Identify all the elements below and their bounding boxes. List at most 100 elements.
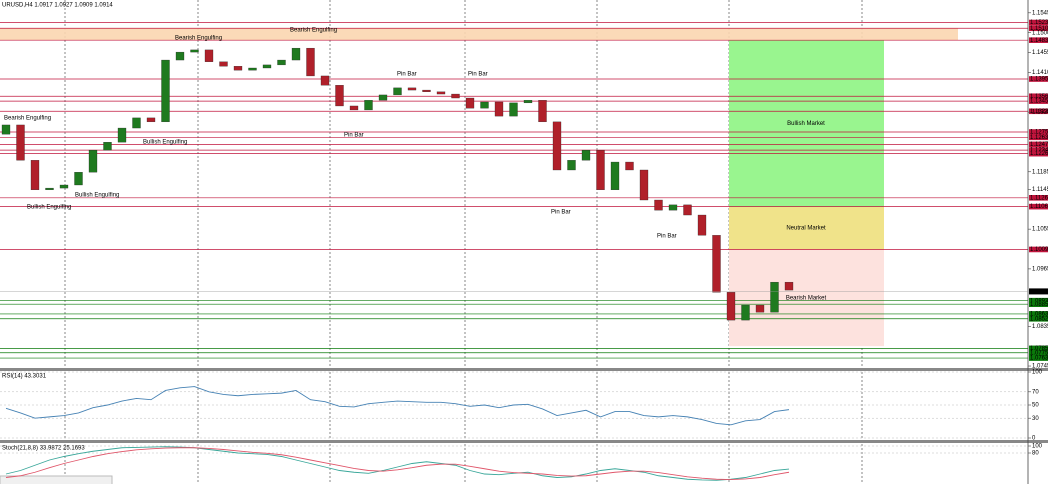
level-tag: [1029, 150, 1048, 157]
y-tick-label: 70: [1032, 389, 1039, 395]
level-tag: [1029, 141, 1048, 148]
resistance-band: [0, 28, 958, 41]
level-label: 1.1126: [1030, 195, 1048, 201]
candle-body: [262, 64, 272, 69]
y-tick-label: 1.1145: [1032, 187, 1048, 193]
level-label: 1.1226: [1030, 151, 1048, 157]
level-label: 1.1345: [1030, 99, 1048, 105]
last-price-label: 1.0914: [1030, 289, 1048, 295]
candle-body: [45, 187, 54, 191]
level-tag: [1029, 147, 1048, 153]
main-panel: Bullish Market Neutral Market Bearish Mark…: [0, 19, 1048, 362]
level-tag: [1029, 311, 1048, 317]
level-label: 1.1322: [1030, 109, 1048, 115]
level-label: 1.1510: [1030, 26, 1048, 32]
candle-body: [726, 292, 736, 321]
candle-body: [509, 102, 518, 117]
pattern-label: Pin Bar: [657, 234, 677, 240]
level-label: 1.1395: [1030, 77, 1048, 83]
level-label: 1.0863: [1030, 312, 1048, 318]
candle-body: [451, 93, 460, 99]
candle-body: [581, 149, 591, 161]
candle-body: [103, 142, 112, 151]
pattern-label: Pin Bar: [344, 133, 364, 139]
candle-body: [393, 87, 402, 96]
candle-body: [320, 75, 330, 86]
candle-body: [30, 160, 40, 191]
zone: [729, 40, 884, 207]
candle-body: [567, 160, 576, 171]
candle-body: [552, 121, 562, 171]
y-tick-label: 1.0965: [1032, 266, 1048, 272]
candle-body: [712, 235, 721, 293]
panel-separator: [0, 440, 1048, 443]
candle-body: [161, 59, 170, 123]
level-label: 1.1106: [1030, 204, 1048, 210]
level-label: 1.1275: [1030, 130, 1048, 136]
pattern-label: Pin Bar: [397, 72, 417, 78]
candle-body: [175, 51, 185, 61]
pattern-label: Bearish Engulfing: [175, 36, 222, 42]
candle-body: [596, 149, 605, 191]
candle-body: [538, 100, 547, 123]
level-tag: [1029, 76, 1048, 82]
candle-body: [436, 91, 446, 95]
stoch-title: Stoch(21,8,8) 33.9872 25.1693: [2, 446, 85, 452]
y-tick-label: 1.0835: [1032, 324, 1048, 330]
level-tag: [1029, 19, 1048, 26]
candle-body: [132, 117, 141, 129]
level-label: 1.1356: [1030, 94, 1048, 100]
candle-body: [422, 89, 431, 92]
y-tick-label: 1.1500: [1032, 30, 1048, 36]
y-tick-label: 1.1455: [1032, 50, 1048, 56]
level-label: 1.1234: [1030, 148, 1048, 154]
level-label: 1.1483: [1030, 38, 1048, 44]
indicator-line: [5, 446, 790, 481]
level-tag: [1029, 297, 1048, 304]
logo-box: [0, 475, 113, 484]
chart-title: URUSD,H4 1.0917 1.0927 1.0909 1.0914: [2, 3, 113, 9]
y-tick-label: 100: [1032, 444, 1043, 450]
candle-body: [407, 87, 417, 91]
level-tag: [1029, 301, 1048, 308]
rsi-title: RSI(14) 43.3031: [2, 374, 47, 380]
candle-body: [248, 67, 257, 71]
panel-separator: [0, 368, 1048, 371]
candle-body: [1, 124, 11, 135]
candle-body: [117, 127, 127, 143]
level-tag: [1029, 108, 1048, 115]
level-tag: [1029, 315, 1048, 322]
y-tick-label: 1.1055: [1032, 227, 1048, 233]
y-tick-label: 1.1320: [1032, 110, 1048, 116]
zone-label: Neutral Market: [786, 226, 826, 232]
candle-body: [755, 304, 765, 313]
y-tick-label: 1.1185: [1032, 169, 1048, 175]
candle-body: [277, 59, 286, 66]
candle-body: [190, 49, 199, 53]
level-tag: [1029, 93, 1048, 100]
candle-body: [306, 47, 315, 77]
zone-label: Bullish Market: [787, 121, 825, 127]
candle-body: [770, 281, 779, 313]
level-tag: [1029, 355, 1048, 361]
candle-body: [233, 66, 243, 71]
candle-body: [480, 101, 489, 109]
candle-body: [683, 204, 692, 216]
last-price-tag: [1029, 288, 1048, 295]
zone: [729, 206, 884, 250]
pattern-label: Bullish Engulfing: [143, 140, 187, 146]
level-label: 1.0785: [1030, 346, 1048, 352]
zone-label: Bearish Market: [786, 295, 827, 301]
pattern-label: Pin Bar: [551, 210, 571, 216]
candle-body: [625, 161, 634, 171]
candle-body: [654, 199, 663, 211]
level-label: 1.0885: [1030, 302, 1048, 308]
level-tag: [1029, 195, 1048, 201]
zone: [729, 249, 884, 347]
level-tag: [1029, 203, 1048, 210]
level-label: 1.1247: [1030, 142, 1048, 148]
indicator-line: [5, 447, 790, 481]
candle-body: [784, 281, 794, 291]
